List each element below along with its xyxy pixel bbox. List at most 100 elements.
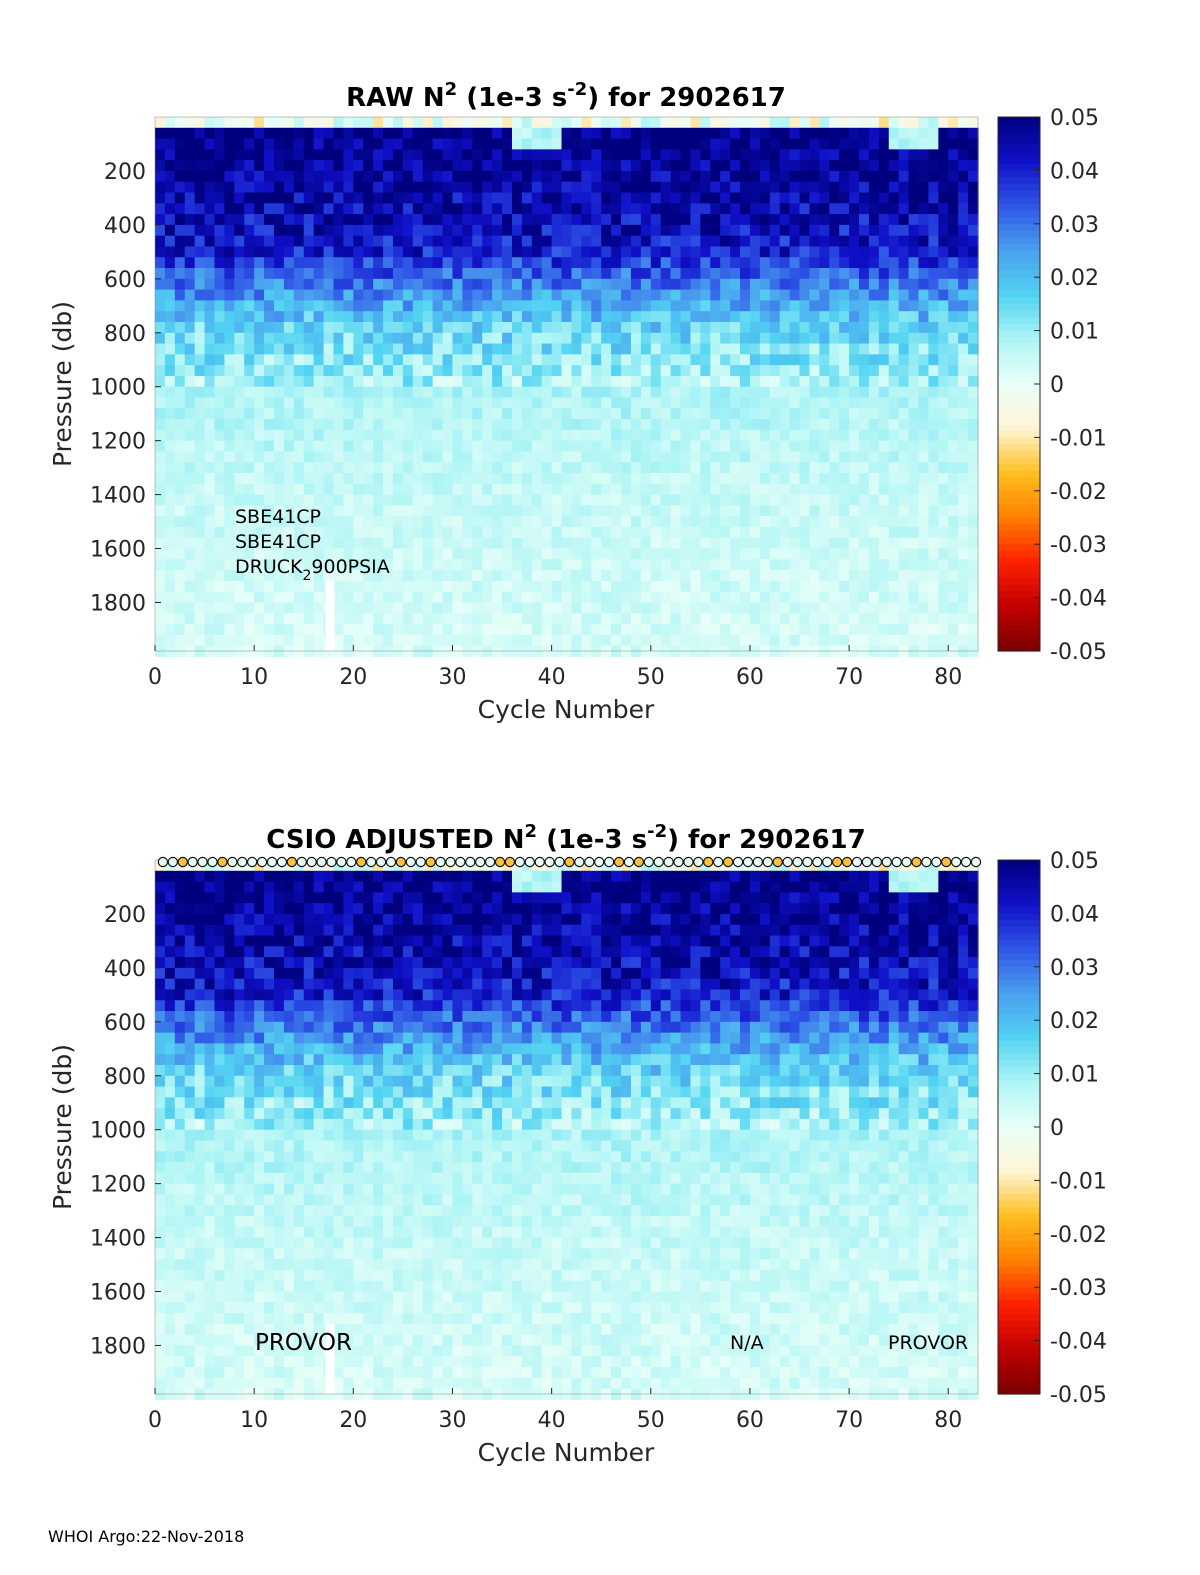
heatmap-cell bbox=[482, 580, 493, 593]
heatmap-cell bbox=[244, 386, 255, 399]
heatmap-cell bbox=[412, 494, 424, 506]
heatmap-cell bbox=[749, 160, 761, 172]
heatmap-cell bbox=[442, 386, 454, 399]
heatmap-cell bbox=[234, 1162, 245, 1174]
heatmap-cell bbox=[373, 516, 384, 528]
heatmap-cell bbox=[204, 1172, 216, 1185]
heatmap-cell bbox=[452, 624, 463, 636]
heatmap-cell bbox=[640, 451, 652, 463]
heatmap-cell bbox=[224, 1259, 235, 1271]
heatmap-cell bbox=[809, 246, 820, 258]
heatmap-cell bbox=[492, 149, 503, 161]
heatmap-cell bbox=[313, 613, 325, 625]
heatmap-cell bbox=[244, 602, 255, 614]
heatmap-cell bbox=[155, 1237, 166, 1249]
heatmap-cell bbox=[283, 203, 295, 215]
heatmap-cell bbox=[561, 160, 573, 172]
heatmap-cell bbox=[878, 257, 890, 269]
heatmap-cell bbox=[928, 505, 939, 517]
heatmap-cell bbox=[749, 127, 761, 140]
heatmap-cell bbox=[273, 224, 285, 237]
heatmap-cell bbox=[452, 602, 463, 614]
heatmap-cell bbox=[789, 192, 801, 204]
heatmap-cell bbox=[155, 989, 166, 1001]
heatmap-cell bbox=[581, 343, 592, 355]
heatmap-cell bbox=[204, 1334, 216, 1347]
heatmap-cell bbox=[273, 580, 285, 593]
heatmap-cell bbox=[680, 602, 692, 614]
heatmap-cell bbox=[174, 257, 186, 269]
heatmap-cell bbox=[561, 634, 573, 647]
heatmap-cell bbox=[908, 419, 920, 431]
heatmap-cell bbox=[244, 1054, 255, 1066]
heatmap-cell bbox=[958, 570, 969, 582]
heatmap-cell bbox=[283, 246, 295, 258]
heatmap-cell bbox=[601, 127, 612, 140]
heatmap-cell bbox=[690, 580, 701, 593]
heatmap-cell bbox=[531, 397, 543, 409]
heatmap-cell bbox=[224, 268, 235, 280]
heatmap-cell bbox=[670, 170, 682, 183]
heatmap-cell bbox=[482, 192, 493, 204]
heatmap-cell bbox=[432, 386, 444, 399]
heatmap-cell bbox=[432, 354, 444, 366]
heatmap-cell bbox=[601, 580, 612, 593]
heatmap-cell bbox=[829, 429, 840, 442]
heatmap-cell bbox=[849, 138, 860, 150]
heatmap-cell bbox=[740, 181, 751, 194]
heatmap-cell bbox=[551, 559, 563, 571]
heatmap-cell bbox=[541, 224, 553, 237]
heatmap-cell bbox=[611, 624, 622, 636]
heatmap-cell bbox=[829, 537, 840, 550]
heatmap-cell bbox=[273, 881, 285, 893]
heatmap-cell bbox=[452, 386, 463, 399]
heatmap-cell bbox=[601, 548, 612, 560]
heatmap-cell bbox=[353, 613, 364, 625]
heatmap-cell bbox=[938, 117, 949, 129]
heatmap-cell bbox=[898, 483, 910, 496]
heatmap-cell bbox=[839, 127, 850, 140]
heatmap-cell bbox=[958, 235, 969, 248]
heatmap-cell bbox=[521, 634, 533, 647]
heatmap-cell bbox=[273, 1172, 285, 1185]
heatmap-cell bbox=[829, 613, 840, 625]
heatmap-cell bbox=[363, 494, 374, 506]
heatmap-cell bbox=[531, 203, 543, 215]
heatmap-cell bbox=[293, 257, 305, 269]
heatmap-cell bbox=[244, 1291, 255, 1303]
heatmap-cell bbox=[264, 1172, 275, 1185]
heatmap-cell bbox=[888, 516, 900, 528]
heatmap-cell bbox=[571, 624, 582, 636]
heatmap-cell bbox=[541, 451, 553, 463]
heatmap-cell bbox=[194, 537, 206, 550]
heatmap-cell bbox=[551, 375, 563, 388]
heatmap-cell bbox=[789, 343, 801, 355]
heatmap-cell bbox=[809, 354, 820, 366]
heatmap-cell bbox=[928, 170, 939, 183]
heatmap-cell bbox=[283, 160, 295, 172]
colorbar-swatch bbox=[998, 617, 1040, 625]
heatmap-cell bbox=[789, 613, 801, 625]
heatmap-cell bbox=[868, 634, 880, 647]
heatmap-cell bbox=[601, 117, 612, 129]
heatmap-cell bbox=[799, 526, 811, 539]
heatmap-cell bbox=[323, 408, 335, 420]
heatmap-cell bbox=[809, 257, 820, 269]
heatmap-cell bbox=[700, 138, 711, 150]
heatmap-cell bbox=[938, 494, 949, 506]
heatmap-cell bbox=[670, 494, 682, 506]
heatmap-cell bbox=[621, 289, 632, 301]
heatmap-cell bbox=[859, 375, 870, 388]
heatmap-cell bbox=[204, 451, 216, 463]
heatmap-cell bbox=[273, 978, 285, 991]
heatmap-cell bbox=[621, 224, 632, 237]
heatmap-cell bbox=[918, 160, 930, 172]
heatmap-cell bbox=[819, 462, 830, 474]
heatmap-cell bbox=[174, 1011, 186, 1023]
heatmap-cell bbox=[472, 537, 483, 550]
heatmap-cell bbox=[938, 321, 949, 334]
heatmap-cell bbox=[323, 214, 335, 226]
heatmap-cell bbox=[561, 246, 573, 258]
heatmap-cell bbox=[204, 1226, 216, 1239]
heatmap-cell bbox=[690, 483, 701, 496]
